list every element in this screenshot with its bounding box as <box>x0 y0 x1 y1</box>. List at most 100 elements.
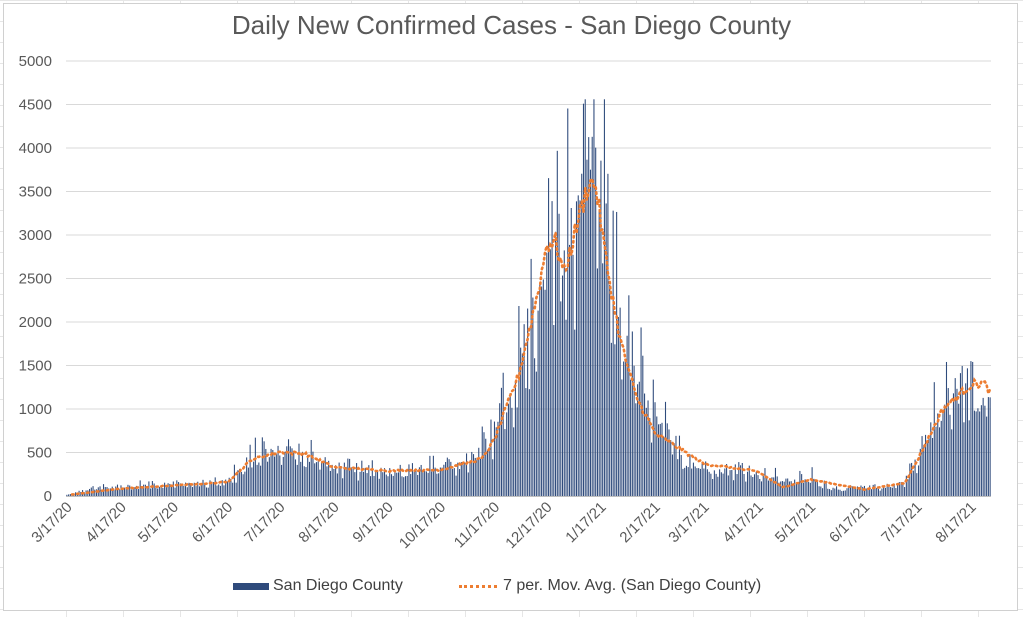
bar <box>366 473 368 496</box>
bar <box>263 441 265 496</box>
bar <box>165 487 167 496</box>
bar <box>938 427 941 496</box>
bar <box>699 468 701 496</box>
bar <box>169 483 171 496</box>
bar <box>715 473 717 496</box>
bar <box>986 416 988 496</box>
x-tick-label: 3/17/20 <box>28 499 75 546</box>
bar <box>523 324 525 496</box>
bar <box>134 487 136 496</box>
bar <box>363 471 365 496</box>
bar <box>951 429 953 496</box>
x-tick-label: 3/17/21 <box>665 499 712 546</box>
x-tick-label: 8/17/20 <box>295 499 342 546</box>
bar <box>801 474 803 496</box>
bar <box>832 487 834 496</box>
bar <box>706 469 708 496</box>
bar <box>441 467 443 496</box>
bar <box>260 465 262 496</box>
bar <box>633 365 635 496</box>
bar <box>701 463 703 496</box>
bar <box>726 464 728 496</box>
bar <box>382 472 384 496</box>
bar <box>474 457 476 496</box>
bar <box>258 462 260 496</box>
bar <box>333 469 335 496</box>
bar <box>261 437 263 496</box>
bar <box>671 454 674 496</box>
bar <box>387 476 389 496</box>
bar <box>673 443 675 496</box>
bar <box>485 438 487 496</box>
bar <box>235 482 237 496</box>
bar <box>535 371 537 496</box>
bar <box>834 488 836 496</box>
bar <box>944 404 946 496</box>
bar <box>356 463 358 496</box>
bar <box>328 460 330 496</box>
bar <box>179 483 181 496</box>
bar <box>539 284 541 496</box>
bar <box>710 473 712 496</box>
bar <box>945 361 948 496</box>
bar <box>319 469 321 496</box>
legend-item-san-diego-county: San Diego County <box>233 577 403 595</box>
bar <box>637 384 639 496</box>
bar <box>216 485 218 496</box>
bar <box>350 467 352 496</box>
bar <box>876 488 878 496</box>
bar <box>548 178 550 496</box>
bar <box>598 209 600 496</box>
bar <box>657 424 660 496</box>
bar <box>239 468 241 496</box>
legend-line-swatch <box>459 584 497 588</box>
bar <box>289 446 291 496</box>
bar <box>659 423 661 496</box>
bar <box>766 475 768 496</box>
bar-series-san-diego-county <box>66 99 991 497</box>
bar <box>191 487 194 496</box>
legend-item-moving-average: 7 per. Mov. Avg. (San Diego County) <box>459 577 761 595</box>
bar <box>940 420 942 496</box>
bar <box>385 474 387 496</box>
bar <box>890 487 892 496</box>
bar <box>968 420 970 496</box>
bar <box>514 381 516 496</box>
bar <box>790 481 792 496</box>
bar <box>322 461 324 496</box>
bar <box>296 464 298 496</box>
bar <box>893 484 895 496</box>
y-tick-label: 500 <box>27 445 52 462</box>
bar <box>698 468 700 496</box>
bar <box>181 484 183 496</box>
bar <box>809 482 811 496</box>
bar <box>530 258 532 496</box>
bar <box>764 468 766 496</box>
bar <box>413 471 415 496</box>
bar <box>160 485 162 496</box>
bar <box>989 397 991 496</box>
bar <box>607 173 609 497</box>
bar <box>336 473 338 496</box>
bar <box>120 485 122 496</box>
bar <box>493 421 496 496</box>
bar <box>645 407 647 496</box>
bar <box>425 471 427 496</box>
bar <box>455 475 457 496</box>
bar <box>884 487 886 496</box>
bar <box>736 474 738 496</box>
bar <box>856 486 859 496</box>
bar <box>830 490 832 496</box>
bar <box>743 474 745 496</box>
bar <box>490 419 492 496</box>
bar <box>586 159 588 496</box>
bar <box>916 473 918 496</box>
bar <box>623 361 625 496</box>
bar <box>952 393 955 496</box>
bar <box>347 458 349 496</box>
bar <box>403 477 405 496</box>
bar <box>237 470 239 496</box>
bar <box>652 379 654 496</box>
